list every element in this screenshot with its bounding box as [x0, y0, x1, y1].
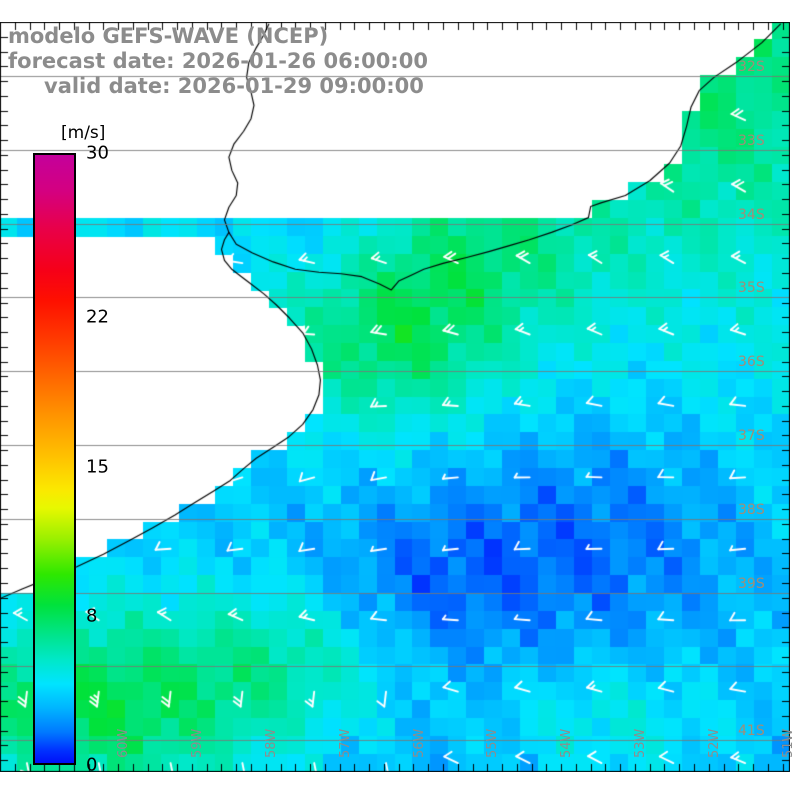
- colorbar-tick-15: 15: [86, 456, 109, 478]
- longitude-label-51w: 51W: [780, 728, 796, 758]
- colorbar-tick-22: 22: [86, 306, 109, 328]
- colorbar-unit-label: [m/s]: [61, 123, 106, 143]
- latitude-label-38s: 38S: [738, 501, 765, 518]
- colorbar-tick-8: 8: [86, 605, 98, 627]
- colorbar-gradient: [33, 153, 76, 765]
- longitude-label-57w: 57W: [337, 728, 353, 758]
- latitude-label-34s: 34S: [738, 206, 765, 223]
- latitude-label-35s: 35S: [738, 280, 765, 297]
- wind-speed-raster: [0, 22, 790, 772]
- longitude-label-55w: 55W: [485, 728, 501, 758]
- longitude-label-58w: 58W: [263, 728, 279, 758]
- latitude-label-36s: 36S: [738, 354, 765, 371]
- latitude-label-37s: 37S: [738, 427, 765, 444]
- colorbar-tick-30: 30: [86, 142, 109, 164]
- latitude-label-32s: 32S: [738, 58, 765, 75]
- longitude-label-54w: 54W: [559, 728, 575, 758]
- latitude-label-39s: 39S: [738, 575, 765, 592]
- longitude-label-60w: 60W: [116, 728, 132, 758]
- longitude-label-52w: 52W: [706, 728, 722, 758]
- longitude-label-59w: 59W: [190, 728, 206, 758]
- latitude-label-41s: 41S: [738, 723, 765, 740]
- colorbar-tick-0: 0: [86, 754, 98, 776]
- longitude-label-56w: 56W: [411, 728, 427, 758]
- map-plot-area[interactable]: [0, 22, 790, 772]
- longitude-label-53w: 53W: [633, 728, 649, 758]
- colorbar: [m/s] 30 22 15 8 0: [33, 123, 109, 776]
- latitude-label-33s: 33S: [738, 132, 765, 149]
